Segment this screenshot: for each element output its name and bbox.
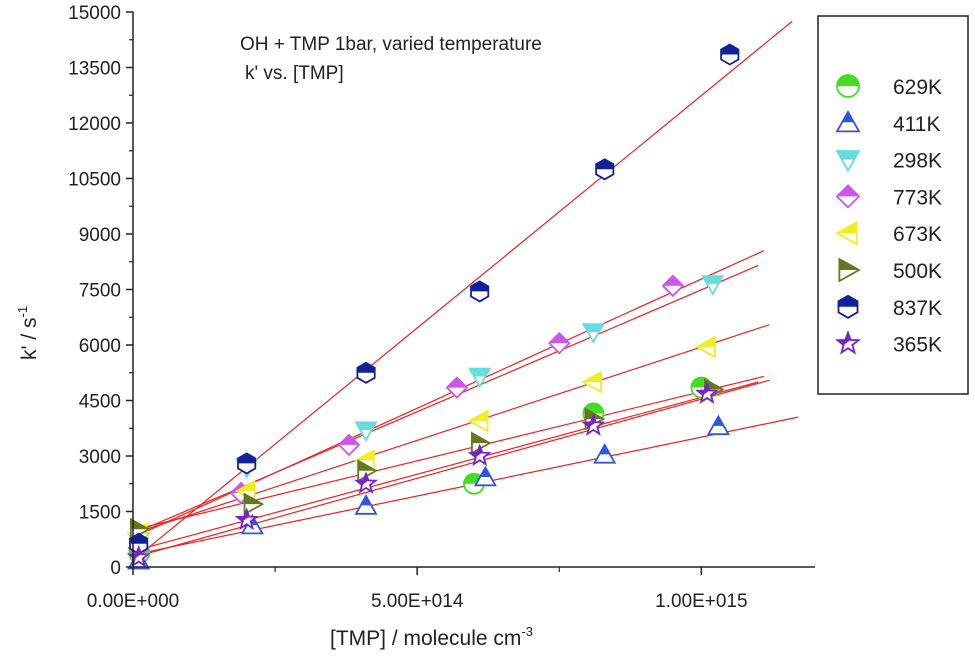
point-411K — [706, 414, 730, 436]
y-tick-label: 4500 — [79, 392, 121, 413]
legend-marker-773K — [835, 184, 861, 209]
x-tick-label: 1.00E+015 — [655, 591, 747, 612]
legend-marker-837K — [837, 294, 859, 319]
x-tick-label: 5.00E+014 — [371, 591, 464, 612]
legend-label-500K: 500K — [893, 260, 942, 283]
y-ticks: 0 1500 3000 4500 6000 7500 9000 10500 12000 13500… — [68, 3, 133, 579]
point-673K — [467, 409, 489, 433]
point-673K — [581, 370, 602, 394]
y-tick-label: 1500 — [79, 503, 121, 524]
legend-label-411K: 411K — [893, 113, 941, 136]
point-411K — [354, 494, 378, 515]
legend-marker-411K — [835, 109, 861, 133]
x-axis-title: [TMP] / molecule cm-3 — [330, 624, 533, 650]
legend: 629K 411K 298K 773K 673K 500K 837K 365K — [835, 74, 942, 357]
fit-line-673K — [132, 324, 770, 535]
x-ticks: 0.00E+000 5.00E+014 1.00E+015 — [87, 567, 748, 612]
y-tick-label: 3000 — [79, 447, 121, 468]
y-tick-label: 9000 — [79, 225, 121, 246]
annotation-line-1: OH + TMP 1bar, varied temperature — [240, 34, 542, 55]
fit-line-629K — [132, 381, 759, 552]
point-365K — [126, 544, 151, 568]
point-411K — [473, 465, 497, 487]
legend-label-298K: 298K — [893, 150, 942, 173]
point-773K — [548, 331, 571, 355]
y-axis-title: k' / s-1 — [15, 306, 41, 360]
fit-line-365K — [132, 379, 770, 558]
fit-line-773K — [132, 250, 765, 538]
point-298K — [468, 367, 492, 389]
y-tick-label: 0 — [110, 558, 121, 579]
x-axis-title-sup: -3 — [521, 624, 533, 639]
y-axis-title-sup: -1 — [15, 306, 30, 318]
point-673K — [695, 335, 716, 359]
point-837K — [356, 361, 376, 384]
legend-label-629K: 629K — [893, 76, 942, 99]
x-tick-label: 0.00E+000 — [87, 591, 179, 612]
legend-marker-365K — [835, 330, 861, 355]
point-500K — [243, 492, 265, 516]
point-837K — [129, 532, 149, 555]
x-axis-title-main: [TMP] / molecule cm — [330, 627, 521, 650]
point-365K — [695, 381, 719, 404]
legend-label-365K: 365K — [893, 334, 942, 357]
fit-line-837K — [132, 20, 793, 561]
y-tick-label: 15000 — [68, 3, 121, 24]
legend-label-837K: 837K — [893, 297, 942, 320]
legend-label-773K: 773K — [893, 186, 942, 209]
fit-line-500K — [132, 375, 764, 531]
y-tick-label: 7500 — [79, 281, 121, 302]
fit-line-298K — [132, 264, 759, 535]
legend-marker-629K — [836, 74, 860, 98]
annotation-line-2: k' vs. [TMP] — [245, 63, 344, 84]
point-837K — [595, 158, 615, 181]
y-tick-label: 10500 — [68, 170, 121, 191]
y-axis-title-main: k' / s — [18, 317, 41, 360]
point-773K — [661, 274, 685, 298]
point-837K — [720, 43, 740, 66]
point-365K — [354, 471, 378, 494]
point-365K — [467, 443, 492, 467]
point-298K — [581, 323, 605, 344]
legend-label-673K: 673K — [893, 223, 942, 246]
data-points — [126, 43, 740, 570]
point-773K — [445, 376, 469, 399]
legend-marker-298K — [835, 150, 861, 173]
point-298K — [354, 421, 378, 442]
point-773K — [337, 433, 361, 457]
point-298K — [701, 275, 725, 296]
point-365K — [234, 507, 259, 531]
point-837K — [470, 280, 490, 303]
y-tick-label: 12000 — [68, 114, 121, 135]
legend-marker-500K — [838, 257, 861, 283]
point-837K — [237, 452, 257, 475]
legend-marker-673K — [835, 220, 858, 246]
point-411K — [593, 443, 617, 464]
y-tick-label: 13500 — [68, 59, 121, 80]
y-tick-label: 6000 — [79, 336, 121, 357]
point-365K — [581, 413, 606, 436]
